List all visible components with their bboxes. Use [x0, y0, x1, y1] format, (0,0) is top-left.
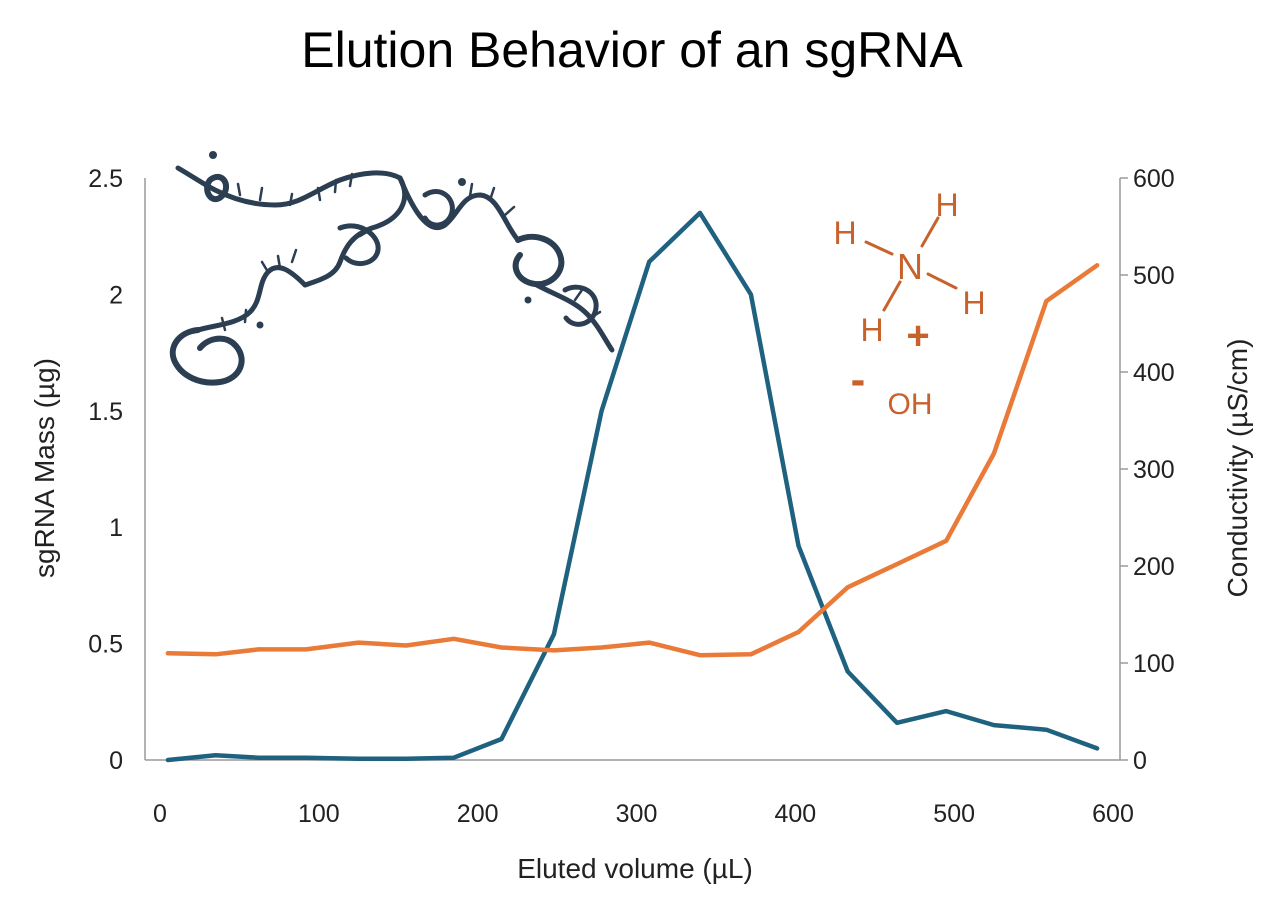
x-tick-label: 300: [616, 800, 658, 828]
y2-tick-label: 0: [1133, 747, 1147, 775]
hydroxide-label: OH: [888, 388, 933, 421]
x-tick-label: 100: [298, 800, 340, 828]
y2-tick-label: 300: [1133, 456, 1175, 484]
x-tick-label: 500: [933, 800, 975, 828]
nitrogen-label: N: [897, 246, 923, 287]
y-axis-label: sgRNA Mass (µg): [29, 358, 60, 578]
x-tick-label: 200: [457, 800, 499, 828]
chart-title: Elution Behavior of an sgRNA: [301, 22, 963, 78]
y-tick-label: 1: [109, 514, 123, 542]
series-layer: [165, 210, 1100, 763]
x-tick-label: 400: [774, 800, 816, 828]
y-tick-label: 1.5: [88, 398, 123, 426]
y2-axis-label: Conductivity (µS/cm): [1222, 339, 1253, 598]
ammonium-hydroxide-illustration: H H N H H + - OH: [833, 187, 985, 421]
y-tick-label: 2: [109, 281, 123, 309]
y2-tick-label: 400: [1133, 359, 1175, 387]
plus-charge-label: +: [906, 314, 929, 358]
minus-charge-label: -: [851, 355, 866, 404]
x-tick-label: 0: [153, 800, 167, 828]
hydrogen-label: H: [962, 285, 985, 321]
hydrogen-label: H: [860, 312, 883, 348]
y-tick-label: 0.5: [88, 631, 123, 659]
y-tick-label: 0: [109, 747, 123, 775]
y2-tick-label: 200: [1133, 553, 1175, 581]
axes: 0 0.5 1 1.5 2 2.5 0 100 200 300 400 500 600 0 100 200 30…: [88, 165, 1174, 828]
y2-tick-label: 100: [1133, 650, 1175, 678]
sgrna-mass-series-line: [165, 210, 1100, 763]
y-tick-label: 2.5: [88, 165, 123, 193]
sgrna-structure-image: [169, 151, 615, 386]
y2-tick-label: 500: [1133, 262, 1175, 290]
conductivity-series-line: [165, 263, 1100, 658]
hydrogen-label: H: [833, 215, 856, 251]
hydrogen-label: H: [935, 187, 958, 223]
y2-tick-label: 600: [1133, 165, 1175, 193]
x-axis-label: Eluted volume (µL): [517, 853, 753, 884]
x-tick-label: 600: [1092, 800, 1134, 828]
